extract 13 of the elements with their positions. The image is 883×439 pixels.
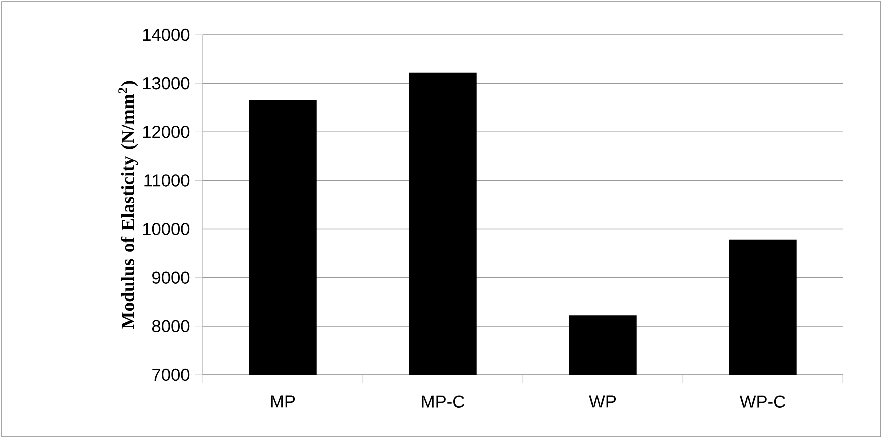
y-tick-label: 12000	[143, 126, 190, 138]
y-tick-label: 9000	[152, 272, 190, 284]
y-tick-label: 13000	[143, 77, 190, 90]
x-tick-label: MP	[271, 396, 296, 408]
y-axis-title: Modulus of Elasticity (N/mm$^{2}$)	[118, 81, 138, 330]
y-tick-label: 8000	[152, 320, 190, 333]
y-tick-label: 11000	[144, 174, 190, 187]
x-tick-label: MP-C	[422, 396, 464, 408]
y-tick-label: 14000	[143, 28, 190, 42]
y-tick-label: 10000	[143, 223, 190, 236]
x-tick-label: WP-C	[740, 396, 786, 408]
y-tick-label: 7000	[152, 368, 190, 382]
x-tick-label: WP	[589, 396, 616, 408]
